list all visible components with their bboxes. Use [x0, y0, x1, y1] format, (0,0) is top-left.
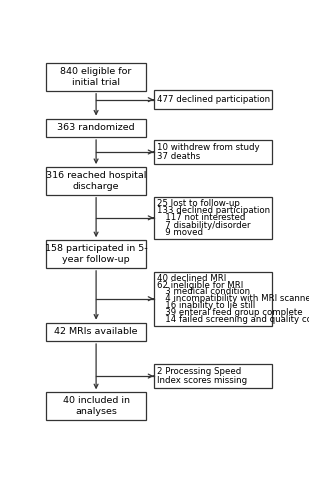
FancyBboxPatch shape: [46, 167, 146, 194]
Text: 2 Processing Speed: 2 Processing Speed: [157, 367, 241, 376]
Text: 42 MRIs available: 42 MRIs available: [54, 328, 138, 336]
FancyBboxPatch shape: [154, 90, 272, 109]
Text: 14 failed screening and quality control: 14 failed screening and quality control: [157, 314, 309, 324]
Text: 25 lost to follow-up: 25 lost to follow-up: [157, 199, 240, 208]
FancyBboxPatch shape: [154, 140, 272, 164]
Text: 477 declined participation: 477 declined participation: [157, 95, 270, 104]
FancyBboxPatch shape: [154, 364, 272, 388]
Text: 40 declined MRI: 40 declined MRI: [157, 274, 226, 282]
Text: 3 medical condition: 3 medical condition: [157, 288, 250, 296]
Text: 7 disability/disorder: 7 disability/disorder: [157, 220, 251, 230]
Text: 363 randomized: 363 randomized: [57, 124, 135, 132]
Text: 10 withdrew from study: 10 withdrew from study: [157, 143, 260, 152]
Text: 39 enteral feed group complete: 39 enteral feed group complete: [157, 308, 303, 317]
Text: 37 deaths: 37 deaths: [157, 152, 201, 161]
FancyBboxPatch shape: [154, 196, 272, 239]
FancyBboxPatch shape: [154, 272, 272, 326]
Text: 40 included in
analyses: 40 included in analyses: [63, 396, 129, 416]
Text: 840 eligible for
initial trial: 840 eligible for initial trial: [61, 67, 132, 86]
FancyBboxPatch shape: [46, 118, 146, 137]
Text: Index scores missing: Index scores missing: [157, 376, 247, 385]
Text: 16 inability to lie still: 16 inability to lie still: [157, 301, 256, 310]
Text: 158 participated in 5-
year follow-up: 158 participated in 5- year follow-up: [45, 244, 147, 264]
Text: 316 reached hospital
discharge: 316 reached hospital discharge: [46, 171, 146, 190]
Text: 4 incompatibility with MRI scanner: 4 incompatibility with MRI scanner: [157, 294, 309, 303]
Text: 117 not interested: 117 not interested: [157, 214, 246, 222]
Text: 62 ineligible for MRI: 62 ineligible for MRI: [157, 280, 243, 289]
Text: 133 declined participation: 133 declined participation: [157, 206, 270, 215]
FancyBboxPatch shape: [46, 240, 146, 268]
FancyBboxPatch shape: [46, 392, 146, 420]
FancyBboxPatch shape: [46, 63, 146, 91]
FancyBboxPatch shape: [46, 322, 146, 341]
Text: 9 moved: 9 moved: [157, 228, 203, 237]
